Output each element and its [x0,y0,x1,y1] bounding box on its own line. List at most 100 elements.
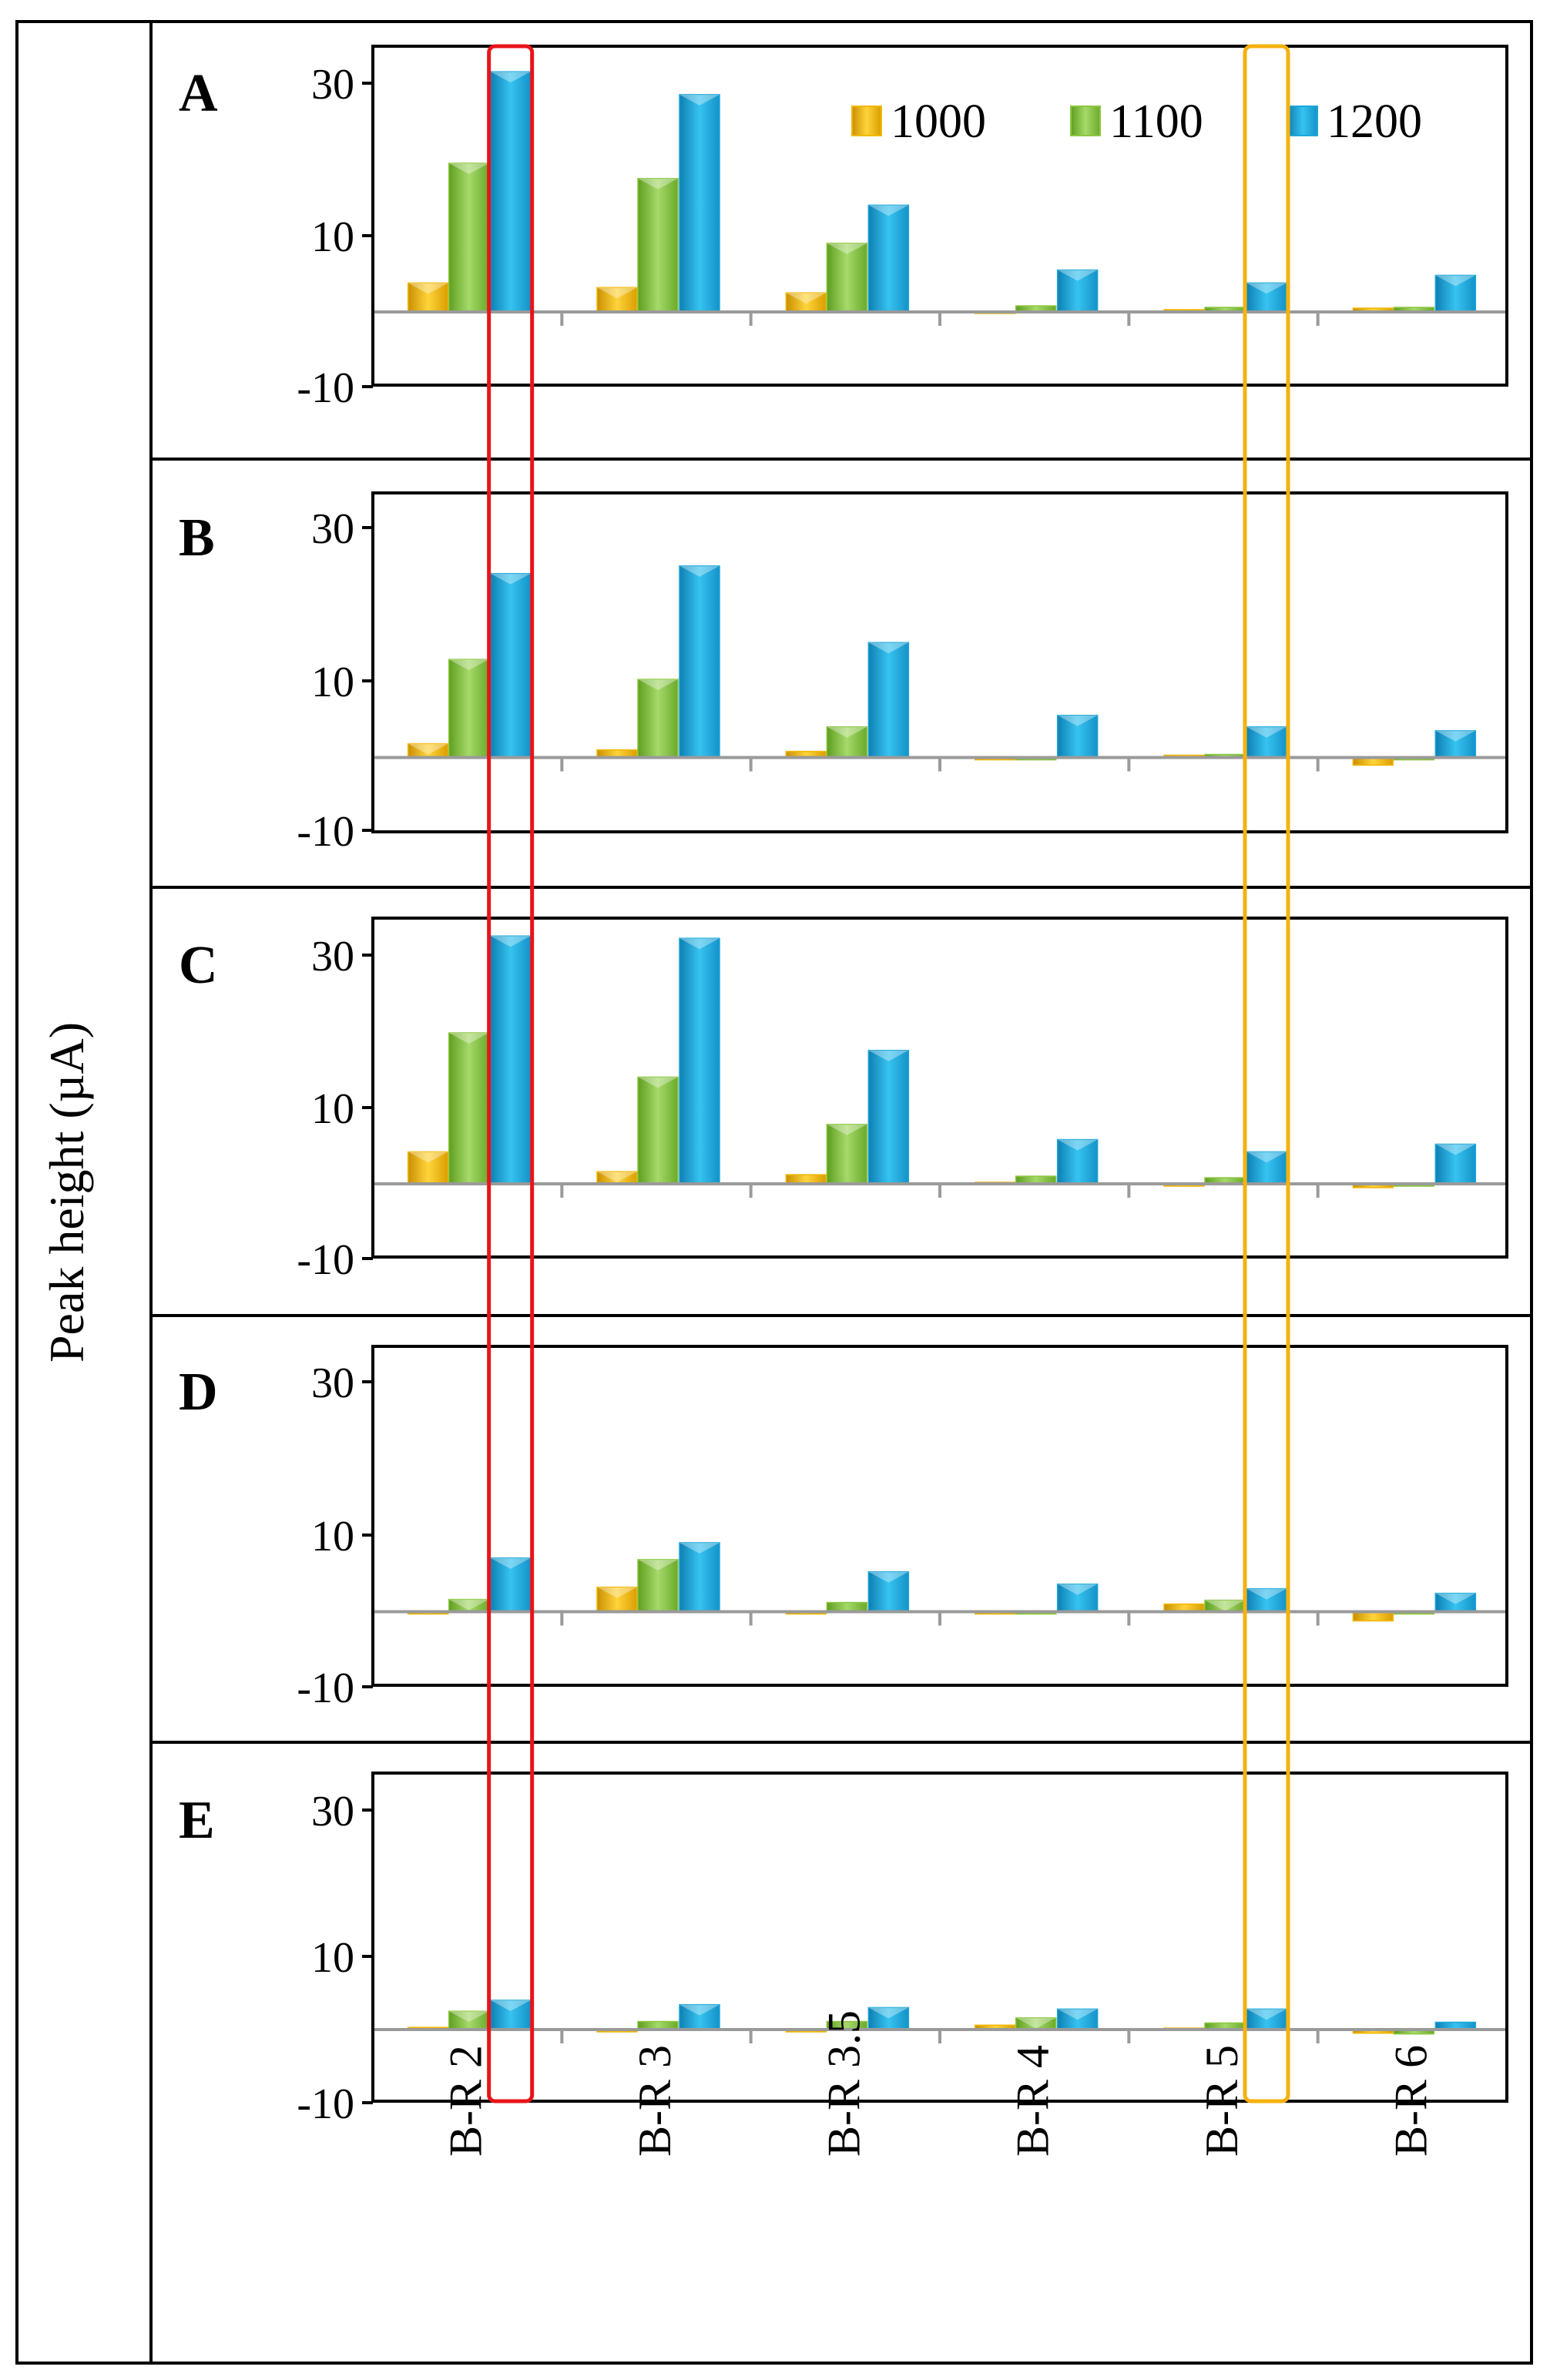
panel-B: 30 10 -10 B [151,458,1532,856]
bar-bevel [679,2004,720,2016]
bar-E-1200-2 [867,2006,910,2030]
bar-bevel [827,726,867,738]
bar-bevel [679,938,720,950]
y-tick-label: 30 [311,505,354,553]
bar-bevel [490,72,531,83]
bar-bevel [1205,1600,1245,1611]
bar-A-1200-0 [489,71,532,313]
bar-bevel [448,1032,489,1044]
bar-A-1100-1 [637,178,679,313]
bar-bevel [1057,270,1098,281]
bar-A-1200-1 [679,94,720,313]
bar-bevel [448,1599,489,1611]
bar-D-1000-1 [596,1586,638,1613]
panel-C: 30 10 -10 C [151,886,1532,1284]
bar-A-1000-0 [407,282,449,313]
legend-swatch-1100 [1070,106,1101,136]
panel-label-B: B [179,508,215,568]
panel-label-C: C [179,936,218,995]
category-label: B-R 6 [1385,2045,1436,2157]
bar-bevel [638,1559,678,1570]
bar-bevel [408,1151,448,1163]
panel-label-E: E [179,1791,215,1850]
bar-bevel [786,293,827,304]
bar-C-1200-1 [679,937,720,1185]
legend-label-1100: 1100 [1109,96,1203,148]
bar-A-1100-2 [826,243,868,313]
bar-B-1200-4 [1246,726,1287,759]
bar-bevel [827,1124,867,1135]
bar-B-1200-5 [1434,729,1477,759]
bar-bevel [1246,726,1287,738]
bar-bevel [1435,275,1476,287]
bar-A-1200-4 [1246,282,1287,313]
bar-bevel [448,2011,489,2023]
bar-bevel [679,94,720,106]
bar-bevel [408,283,448,294]
legend-swatch-1200 [1287,106,1318,136]
y-tick-label: -10 [297,2080,354,2128]
category-label: B-R 4 [1008,2045,1058,2157]
bar-A-1000-1 [596,287,638,313]
bar-bevel [1057,1584,1098,1595]
bar-B-1100-2 [826,726,868,759]
bar-bevel [597,1587,637,1598]
bar-A-1200-2 [867,204,910,313]
plot-area-border [371,1772,1508,2103]
y-tick-label: 10 [311,1513,354,1560]
bar-bevel [1015,2017,1056,2029]
bar-C-1000-0 [407,1151,449,1185]
bar-D-1200-3 [1056,1583,1099,1613]
y-tick-label: -10 [297,1664,354,1712]
y-tick-label: 10 [311,213,354,261]
y-axis-label: Peak height (µA) [39,1022,94,1363]
y-tick-label: 30 [311,1359,354,1407]
category-label: B-R 5 [1196,2045,1247,2157]
bar-C-1200-3 [1056,1138,1099,1185]
panel-D: 30 10 -10 D [151,1314,1532,1712]
bar-bevel [679,565,720,577]
bar-C-1100-1 [637,1076,679,1185]
figure-frame [15,20,1533,2365]
highlight-boxes-group [487,44,1290,2103]
bar-bevel [1057,1139,1098,1151]
plot-area-border [371,491,1508,833]
bar-C-1100-0 [448,1032,490,1185]
bar-bevel [1435,1593,1476,1604]
y-tick-label: 30 [311,1788,354,1835]
bar-bevel [597,1172,637,1183]
bar-bevel [408,743,448,755]
plot-area-border [371,1345,1508,1687]
y-tick-label: 10 [311,1085,354,1133]
bar-bevel [827,243,867,254]
panel-E: 30 10 -10 E [151,1741,1532,2128]
plot-area-border [371,45,1508,387]
plot-area-border [371,917,1508,1259]
legend-label-1000: 1000 [891,96,986,148]
category-label: B-R 2 [441,2045,492,2157]
bar-bevel [868,2007,909,2019]
bar-bevel [1246,1588,1287,1600]
bar-D-1100-1 [637,1559,679,1613]
y-tick-label: -10 [297,364,354,412]
bar-bevel [490,2000,531,2011]
bar-bevel [490,573,531,585]
bar-bevel [1246,283,1287,294]
bar-B-1200-0 [489,572,532,759]
bar-bevel [490,1557,531,1569]
bar-bevel [597,287,637,299]
bar-C-1200-0 [489,935,532,1185]
legend: 1000 1100 1200 [851,96,1422,148]
bar-bevel [1435,1144,1476,1155]
bar-bevel [868,642,909,654]
panel-label-D: D [179,1363,218,1422]
bar-A-1100-0 [448,163,490,313]
panels-group: 30 10 -10 A 30 10 -10 B 30 10 -10 C 30 10 -10 D 30 10 -10 E [151,45,1532,2128]
bar-C-1200-5 [1434,1143,1477,1185]
legend-swatch-1000 [851,106,882,136]
bar-A-1200-3 [1056,269,1099,313]
bar-bevel [448,163,489,174]
highlight-box-orange [1243,44,1290,2103]
y-tick-label: 30 [311,61,354,109]
